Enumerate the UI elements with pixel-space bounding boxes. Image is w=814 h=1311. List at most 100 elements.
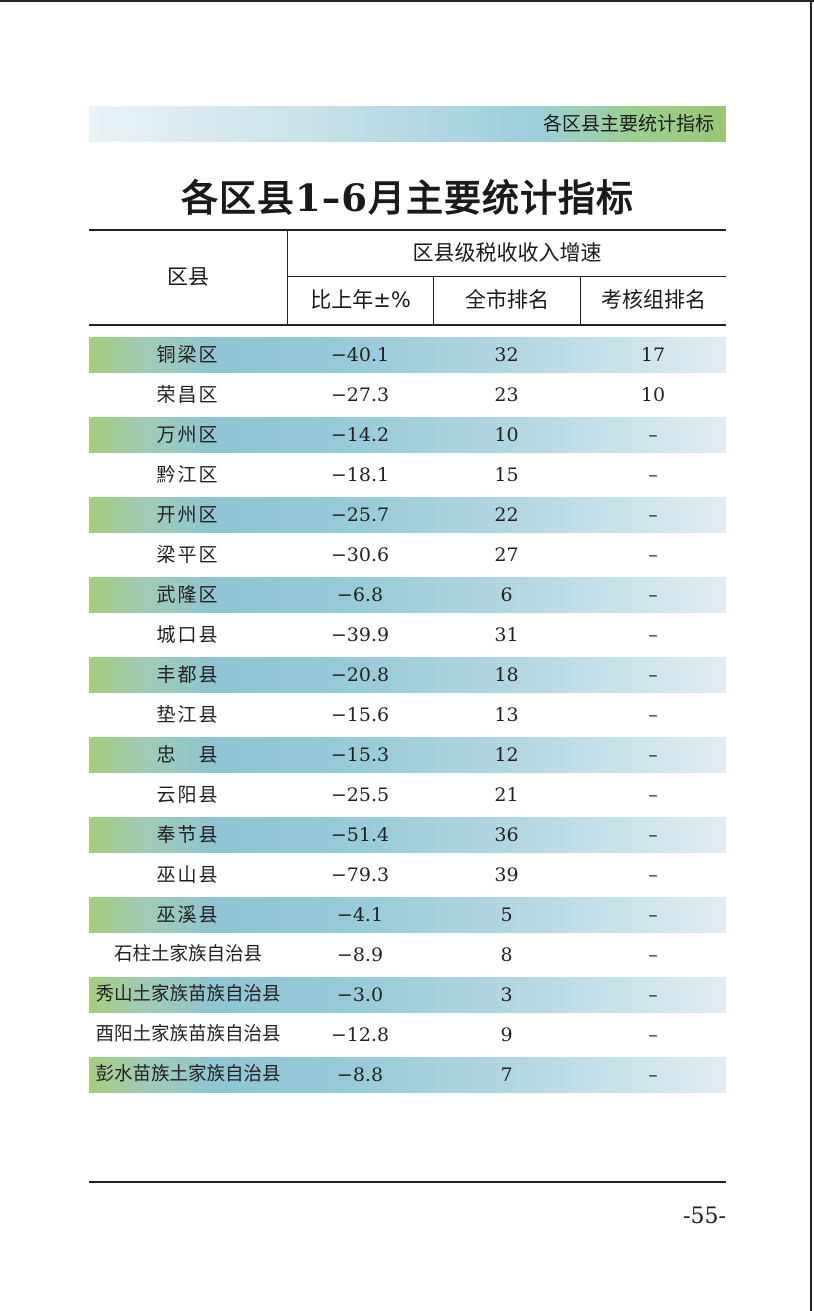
cell-change-percent: −40.1 — [330, 344, 390, 366]
cell-change-percent: −39.9 — [330, 624, 390, 646]
row-shading — [89, 897, 726, 933]
cell-group-rank: – — [648, 824, 658, 846]
cell-district-name: 巫山县 — [156, 864, 220, 886]
table-row: 城口县 −39.9 31 – — [89, 615, 726, 655]
cell-change-percent: −51.4 — [330, 824, 390, 846]
cell-group-rank: – — [648, 504, 658, 526]
row-shading — [89, 737, 726, 773]
table-row: 彭水苗族土家族自治县 −8.8 7 – — [89, 1055, 726, 1095]
cell-group-rank: – — [648, 744, 658, 766]
header-group-rank: 考核组排名 — [601, 288, 706, 312]
cell-district-name: 黔江区 — [156, 464, 220, 486]
cell-district-name: 云阳县 — [156, 784, 220, 806]
table-header-bottom-rule — [89, 324, 726, 326]
cell-group-rank: – — [648, 464, 658, 486]
cell-change-percent: −30.6 — [330, 544, 390, 566]
footer-rule — [89, 1181, 726, 1183]
cell-district-name: 铜梁区 — [156, 344, 220, 366]
cell-group-rank: – — [648, 904, 658, 926]
cell-district-name: 忠 县 — [156, 744, 220, 766]
cell-city-rank: 18 — [494, 664, 519, 686]
cell-city-rank: 12 — [494, 744, 519, 766]
table-row: 荣昌区 −27.3 23 10 — [89, 375, 726, 415]
cell-district-name: 武隆区 — [156, 584, 220, 606]
cell-city-rank: 27 — [494, 544, 519, 566]
cell-change-percent: −27.3 — [330, 384, 390, 406]
cell-change-percent: −8.9 — [336, 944, 384, 966]
table-row: 酉阳土家族苗族自治县 −12.8 9 – — [89, 1015, 726, 1055]
cell-district-name: 开州区 — [156, 504, 220, 526]
cell-district-name: 秀山土家族苗族自治县 — [95, 984, 281, 1005]
header-district: 区县 — [167, 265, 209, 289]
cell-district-name: 荣昌区 — [156, 384, 220, 406]
cell-change-percent: −14.2 — [330, 424, 390, 446]
header-tax-growth: 区县级税收收入增速 — [412, 241, 602, 265]
cell-group-rank: – — [648, 864, 658, 886]
cell-change-percent: −8.8 — [336, 1064, 384, 1086]
row-shading — [89, 417, 726, 453]
cell-city-rank: 13 — [494, 704, 519, 726]
cell-city-rank: 39 — [494, 864, 519, 886]
header-change-percent: 比上年±% — [310, 288, 411, 312]
row-shading — [89, 977, 726, 1013]
table-row: 黔江区 −18.1 15 – — [89, 455, 726, 495]
page-frame-top — [0, 0, 814, 2]
cell-change-percent: −18.1 — [330, 464, 390, 486]
table-top-rule — [89, 229, 726, 231]
cell-city-rank: 23 — [494, 384, 519, 406]
cell-city-rank: 9 — [500, 1024, 513, 1046]
row-shading — [89, 497, 726, 533]
cell-district-name: 丰都县 — [156, 664, 220, 686]
table-row: 巫溪县 −4.1 5 – — [89, 895, 726, 935]
col-divider-1 — [287, 230, 288, 325]
table-row: 奉节县 −51.4 36 – — [89, 815, 726, 855]
cell-city-rank: 36 — [494, 824, 519, 846]
table-row: 梁平区 −30.6 27 – — [89, 535, 726, 575]
page-title: 各区县1–6月主要统计指标 — [181, 176, 634, 220]
table-row: 巫山县 −79.3 39 – — [89, 855, 726, 895]
cell-city-rank: 21 — [494, 784, 519, 806]
cell-group-rank: – — [648, 544, 658, 566]
cell-city-rank: 22 — [494, 504, 519, 526]
header-city-rank: 全市排名 — [465, 288, 549, 312]
cell-city-rank: 15 — [494, 464, 519, 486]
cell-group-rank: – — [648, 704, 658, 726]
cell-change-percent: −15.3 — [330, 744, 390, 766]
table-row: 石柱土家族自治县 −8.9 8 – — [89, 935, 726, 975]
row-shading — [89, 1057, 726, 1093]
cell-change-percent: −25.5 — [330, 784, 390, 806]
running-header-band: 各区县主要统计指标 — [89, 106, 726, 142]
page-number: -55- — [683, 1204, 726, 1229]
cell-district-name: 石柱土家族自治县 — [113, 944, 262, 965]
table-mid-rule — [287, 276, 726, 277]
cell-district-name: 酉阳土家族苗族自治县 — [95, 1024, 281, 1045]
cell-district-name: 万州区 — [156, 424, 220, 446]
cell-district-name: 城口县 — [156, 624, 220, 646]
table-row: 垫江县 −15.6 13 – — [89, 695, 726, 735]
table-row: 武隆区 −6.8 6 – — [89, 575, 726, 615]
cell-change-percent: −4.1 — [336, 904, 384, 926]
cell-change-percent: −3.0 — [336, 984, 384, 1006]
col-divider-2 — [433, 277, 434, 325]
cell-district-name: 彭水苗族土家族自治县 — [95, 1064, 281, 1085]
cell-district-name: 梁平区 — [156, 544, 220, 566]
row-shading — [89, 817, 726, 853]
cell-city-rank: 31 — [494, 624, 519, 646]
cell-district-name: 奉节县 — [156, 824, 220, 846]
table-row: 云阳县 −25.5 21 – — [89, 775, 726, 815]
cell-city-rank: 5 — [500, 904, 513, 926]
cell-city-rank: 6 — [500, 584, 513, 606]
table-row: 秀山土家族苗族自治县 −3.0 3 – — [89, 975, 726, 1015]
cell-group-rank: – — [648, 1064, 658, 1086]
cell-change-percent: −6.8 — [336, 584, 384, 606]
cell-city-rank: 10 — [494, 424, 519, 446]
table-row: 开州区 −25.7 22 – — [89, 495, 726, 535]
row-shading — [89, 577, 726, 613]
cell-group-rank: – — [648, 584, 658, 606]
table-body: 铜梁区 −40.1 32 17 荣昌区 −27.3 23 10 万州区 −14.2 10– 黔江区 −1… — [89, 335, 726, 1095]
cell-change-percent: −25.7 — [330, 504, 390, 526]
col-divider-3 — [580, 277, 581, 325]
cell-group-rank: – — [648, 944, 658, 966]
table-row: 铜梁区 −40.1 32 17 — [89, 335, 726, 375]
table-row: 丰都县 −20.8 18 – — [89, 655, 726, 695]
